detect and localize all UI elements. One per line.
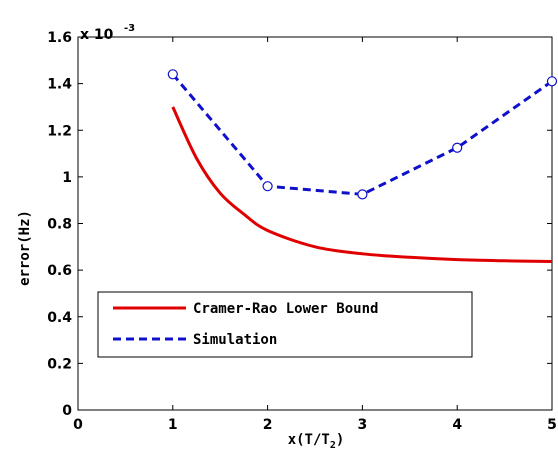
y-tick-label: 0.6 bbox=[47, 263, 72, 279]
y-tick-label: 1.6 bbox=[47, 30, 72, 46]
x-tick-label: 0 bbox=[73, 417, 83, 433]
simulation-point bbox=[262, 181, 273, 192]
x-axis-title: x(T/T2) bbox=[288, 432, 345, 451]
series-layer bbox=[167, 69, 558, 263]
x-axis-title-sub: 2 bbox=[330, 440, 336, 451]
y-tick-label: 0.4 bbox=[47, 310, 72, 326]
x-tick-label: 5 bbox=[547, 417, 557, 433]
legend-label-simulation: Simulation bbox=[193, 332, 277, 348]
y-tick-label: 0 bbox=[62, 403, 72, 419]
series-line-simulation bbox=[171, 73, 553, 196]
simulation-point bbox=[357, 189, 368, 200]
legend: Cramer-Rao Lower Bound Simulation bbox=[97, 291, 473, 358]
y-axis-title: error(Hz) bbox=[17, 210, 33, 286]
y-tick-label: 1.2 bbox=[47, 123, 72, 139]
series-line-crlb bbox=[171, 106, 553, 263]
x-axis-title-main: x(T/T bbox=[288, 432, 330, 448]
y-multiplier-exponent: -3 bbox=[124, 23, 135, 34]
y-tick-label: 1 bbox=[62, 170, 72, 186]
x-tick-label: 2 bbox=[263, 417, 273, 433]
tick-labels: 0 1 2 3 4 5 0 0.2 0.4 0.6 0.8 1 1.2 1.4 1.6 bbox=[47, 30, 557, 433]
x-axis-title-close: ) bbox=[336, 432, 344, 448]
axes bbox=[77, 36, 553, 411]
legend-box bbox=[97, 291, 473, 358]
simulation-point bbox=[546, 76, 558, 87]
legend-label-crlb: Cramer-Rao Lower Bound bbox=[193, 301, 378, 317]
x-tick-label: 3 bbox=[358, 417, 368, 433]
y-tick-label: 0.8 bbox=[47, 217, 72, 233]
simulation-point bbox=[167, 69, 178, 80]
y-tick-label: 0.2 bbox=[47, 356, 72, 372]
y-tick-label: 1.4 bbox=[47, 77, 72, 93]
x-tick-label: 4 bbox=[452, 417, 462, 433]
y-multiplier-base: x 10 bbox=[80, 27, 114, 43]
x-tick-label: 1 bbox=[168, 417, 178, 433]
simulation-point bbox=[452, 142, 463, 153]
